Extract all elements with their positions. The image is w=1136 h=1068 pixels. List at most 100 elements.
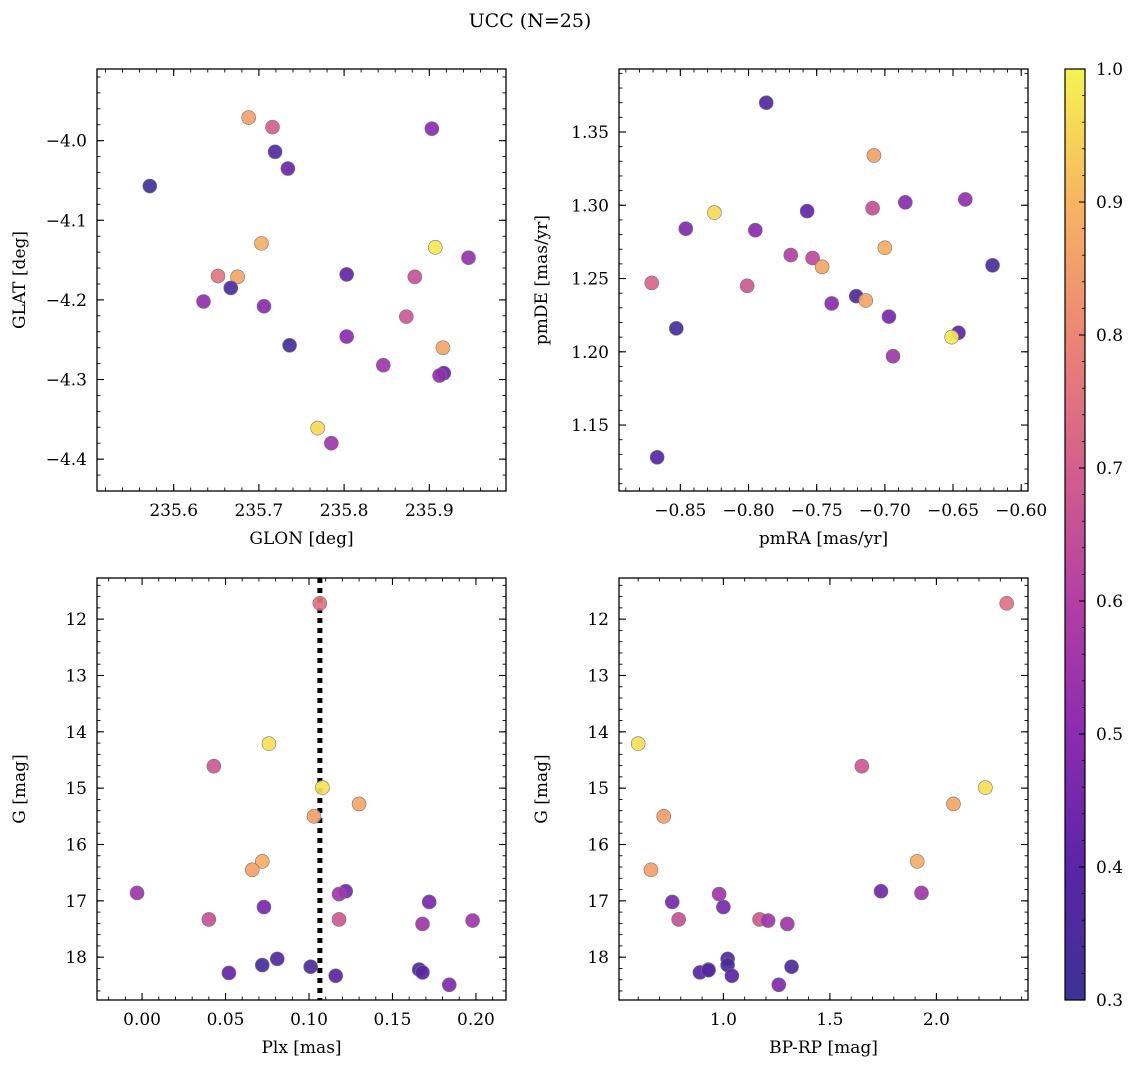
data-point xyxy=(866,148,882,163)
y-tick-label: 15 xyxy=(587,779,609,799)
y-tick-label: 13 xyxy=(65,666,87,686)
y-tick-label: 1.25 xyxy=(571,270,609,290)
data-point xyxy=(241,110,256,125)
data-point xyxy=(312,596,328,611)
data-point xyxy=(946,796,961,812)
data-point xyxy=(315,780,330,795)
data-point xyxy=(711,886,727,902)
x-tick-label: 235.8 xyxy=(320,501,369,521)
scatter-panel-1: 235.6 235.7 235.8 235.9 −4.0 −4.1 −4.2 −4.3 −4.4… xyxy=(10,68,507,549)
figure-title: UCC (N=25) xyxy=(469,10,592,32)
data-point xyxy=(280,161,296,176)
data-point xyxy=(256,298,272,314)
data-point xyxy=(142,178,158,194)
data-point xyxy=(267,144,283,160)
x-tick-label: 0.15 xyxy=(374,1010,412,1030)
data-point xyxy=(201,912,217,927)
y-axis-label: pmDE [mas/yr] xyxy=(532,215,552,345)
data-point xyxy=(824,296,839,311)
data-point xyxy=(424,121,440,137)
y-tick-label: 15 xyxy=(65,779,87,799)
data-point xyxy=(306,809,322,824)
data-point xyxy=(724,968,740,984)
data-point xyxy=(885,348,901,364)
data-point xyxy=(339,267,354,282)
data-point xyxy=(269,951,285,967)
data-point xyxy=(643,862,659,878)
data-point xyxy=(206,758,222,774)
y-tick-label: 1.35 xyxy=(571,123,609,143)
data-point xyxy=(858,293,874,308)
data-point xyxy=(435,340,451,355)
data-point xyxy=(758,95,774,111)
data-point xyxy=(244,862,260,878)
data-point xyxy=(230,269,245,285)
y-tick-label: −4.4 xyxy=(46,450,87,470)
data-point xyxy=(716,899,731,915)
data-point xyxy=(254,854,270,869)
scatter-panel-2: −0.85 −0.80 −0.75 −0.70 −0.65 −0.60 1.15 1.20 1.… xyxy=(532,68,1047,549)
x-tick-label: 2.0 xyxy=(923,1010,950,1030)
plot-frame xyxy=(618,68,1029,492)
colorbar-tick-label: 0.9 xyxy=(1096,193,1123,213)
x-tick-label: 0.05 xyxy=(207,1010,245,1030)
y-axis-label: G [mag] xyxy=(532,754,552,823)
data-point xyxy=(223,280,239,296)
y-tick-label: 12 xyxy=(587,610,609,630)
x-tick-label: 235.7 xyxy=(235,501,284,521)
data-point xyxy=(644,275,660,291)
plot-frame xyxy=(618,577,1029,1001)
data-point xyxy=(421,894,437,910)
data-point xyxy=(865,200,880,216)
y-tick-label: 18 xyxy=(587,948,609,968)
colorbar-tick-label: 0.7 xyxy=(1096,459,1123,479)
data-point xyxy=(783,247,799,263)
data-point xyxy=(196,294,211,309)
data-point xyxy=(331,912,347,927)
scatter-panel-3: 0.00 0.05 0.10 0.15 0.20 12 13 14 15 16 17 18 Plx [m… xyxy=(10,577,507,1058)
x-tick-label: 235.6 xyxy=(149,501,198,521)
data-point xyxy=(944,329,959,345)
y-tick-label: 18 xyxy=(65,948,87,968)
scatter-panel-4: 1.0 1.5 2.0 12 13 14 15 16 17 18 BP-RP [mag] G [mag… xyxy=(532,577,1029,1058)
x-tick-label: 1.5 xyxy=(816,1010,843,1030)
data-point xyxy=(310,420,325,436)
y-tick-label: −4.3 xyxy=(46,371,87,391)
data-point xyxy=(897,195,913,210)
data-point xyxy=(339,329,354,344)
data-point xyxy=(656,809,672,824)
plot-frame xyxy=(96,577,507,1001)
colorbar-gradient xyxy=(1064,68,1086,1001)
plot-frame xyxy=(96,68,507,492)
data-point xyxy=(985,258,1000,273)
x-axis-label: Plx [mas] xyxy=(261,1038,341,1058)
y-tick-label: 14 xyxy=(65,723,87,743)
data-point xyxy=(771,977,787,993)
x-tick-label: −0.65 xyxy=(927,501,979,521)
x-tick-label: 235.9 xyxy=(405,501,454,521)
y-tick-label: 1.15 xyxy=(571,416,609,436)
x-axis-label: GLON [deg] xyxy=(249,529,353,549)
data-point xyxy=(254,957,270,973)
data-point xyxy=(427,240,443,255)
data-point xyxy=(282,337,297,353)
data-point xyxy=(324,435,339,451)
data-point xyxy=(399,309,414,324)
y-tick-label: 13 xyxy=(587,666,609,686)
x-tick-label: −0.75 xyxy=(791,501,843,521)
data-point xyxy=(784,959,799,975)
data-point xyxy=(678,221,694,237)
data-point xyxy=(265,119,280,135)
x-tick-label: −0.85 xyxy=(654,501,706,521)
data-point xyxy=(671,912,686,927)
colorbar-tick-label: 0.5 xyxy=(1096,725,1123,745)
data-point xyxy=(261,736,277,751)
data-point xyxy=(331,886,347,902)
data-point xyxy=(375,357,391,373)
data-point xyxy=(630,736,646,751)
data-point xyxy=(328,968,344,984)
colorbar-tick-label: 0.6 xyxy=(1096,592,1123,612)
data-point xyxy=(748,222,763,238)
x-tick-label: −0.70 xyxy=(859,501,911,521)
